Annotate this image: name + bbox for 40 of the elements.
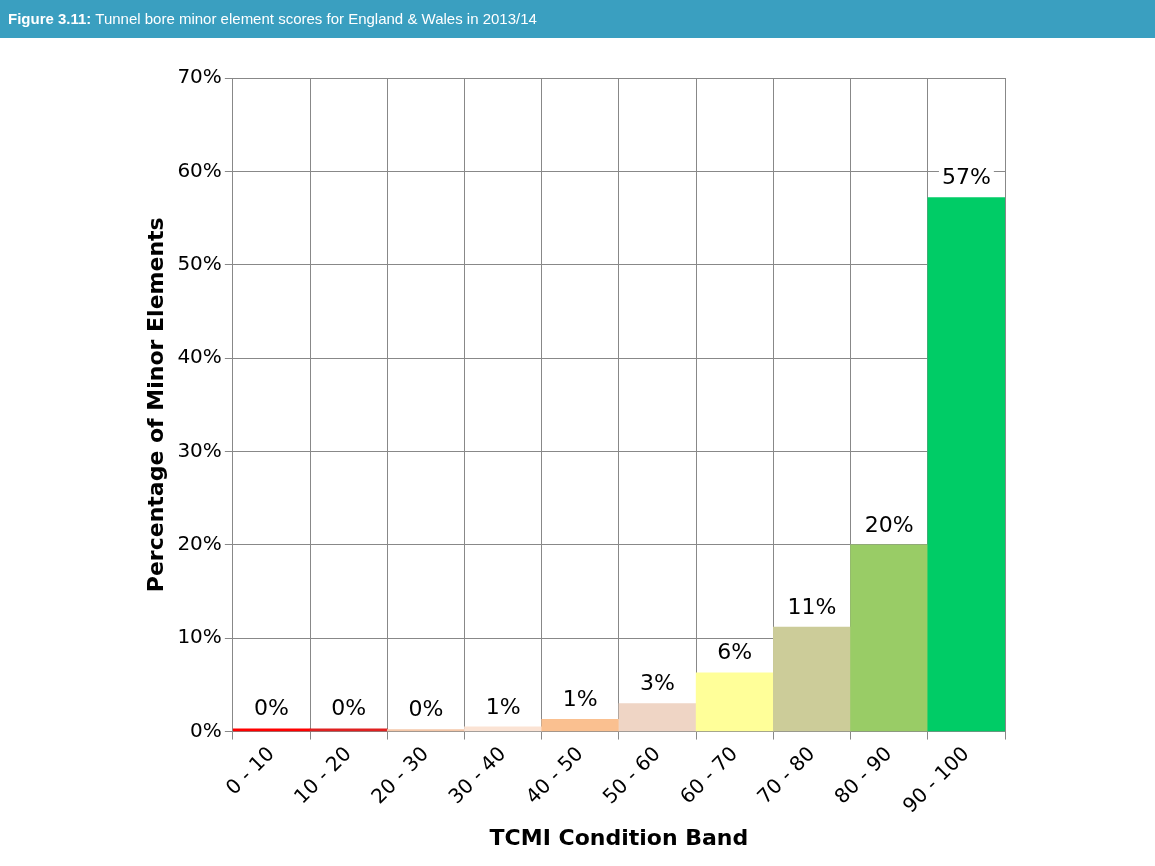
data-label: 6% — [717, 639, 753, 665]
x-tick-label: 70 - 80 — [752, 741, 820, 809]
y-tick-label: 50% — [177, 250, 222, 275]
x-tick-label: 60 - 70 — [674, 741, 742, 809]
data-label: 0% — [331, 695, 367, 721]
bar — [232, 728, 311, 732]
x-axis-title: TCMI Condition Band — [489, 824, 749, 850]
y-tick-label: 30% — [177, 437, 222, 462]
y-tick-label: 40% — [177, 344, 222, 369]
y-axis-title: Percentage of Minor Elements — [142, 217, 168, 593]
x-tick-label: 10 - 20 — [288, 741, 356, 809]
bar — [850, 544, 929, 732]
bar — [386, 729, 465, 732]
x-tick-label: 40 - 50 — [520, 741, 588, 809]
bar — [695, 672, 774, 732]
x-tick-label: 20 - 30 — [366, 741, 434, 809]
bar — [927, 197, 1005, 732]
data-label: 0% — [254, 695, 289, 721]
x-tick-label: 30 - 40 — [443, 741, 511, 809]
y-tick-label: 70% — [177, 64, 222, 89]
data-label: 1% — [485, 693, 521, 719]
bar — [309, 728, 388, 732]
data-label: 0% — [408, 696, 444, 722]
data-label: 57% — [941, 164, 991, 190]
y-tick-label: 20% — [177, 531, 222, 556]
y-tick-label: 60% — [177, 157, 222, 182]
x-tick-label: 0 - 10 — [220, 741, 279, 800]
bar — [773, 626, 851, 732]
x-tick-label: 80 - 90 — [829, 741, 897, 809]
data-label: 1% — [562, 686, 598, 712]
data-label: 3% — [640, 670, 675, 696]
chart-title: Figure 3.11: Tunnel bore minor element scores for England & Wales in 2013/14 — [0, 0, 1155, 38]
bar — [618, 703, 697, 732]
y-tick-label: 0% — [190, 717, 222, 742]
data-label: 11% — [787, 593, 837, 619]
bar — [541, 719, 620, 732]
y-tick-label: 10% — [177, 624, 222, 649]
data-label: 20% — [864, 511, 914, 537]
x-tick-label: 90 - 100 — [897, 741, 974, 818]
x-tick-label: 50 - 60 — [597, 741, 665, 809]
